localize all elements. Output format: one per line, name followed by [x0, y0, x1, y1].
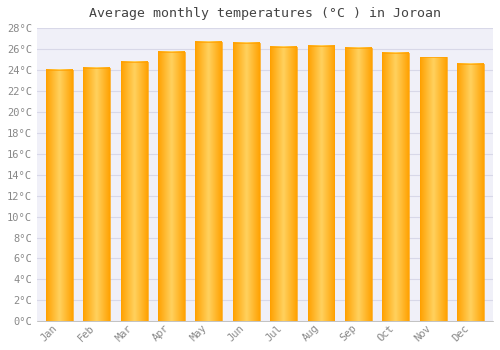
Bar [196, 42, 222, 321]
Bar [308, 46, 334, 321]
Bar [382, 53, 409, 321]
Bar [158, 52, 185, 321]
Bar [420, 57, 446, 321]
Bar [233, 43, 260, 321]
Bar [457, 64, 484, 321]
Bar [46, 70, 72, 321]
Bar [345, 48, 372, 321]
Bar [270, 47, 297, 321]
Bar [233, 43, 260, 321]
Bar [345, 48, 372, 321]
Bar [83, 68, 110, 321]
Bar [83, 68, 110, 321]
Bar [420, 57, 446, 321]
Bar [457, 64, 484, 321]
Bar [120, 62, 148, 321]
Bar [120, 62, 148, 321]
Bar [270, 47, 297, 321]
Bar [382, 53, 409, 321]
Bar [308, 46, 334, 321]
Bar [196, 42, 222, 321]
Bar [46, 70, 72, 321]
Title: Average monthly temperatures (°C ) in Joroan: Average monthly temperatures (°C ) in Jo… [89, 7, 441, 20]
Bar [158, 52, 185, 321]
